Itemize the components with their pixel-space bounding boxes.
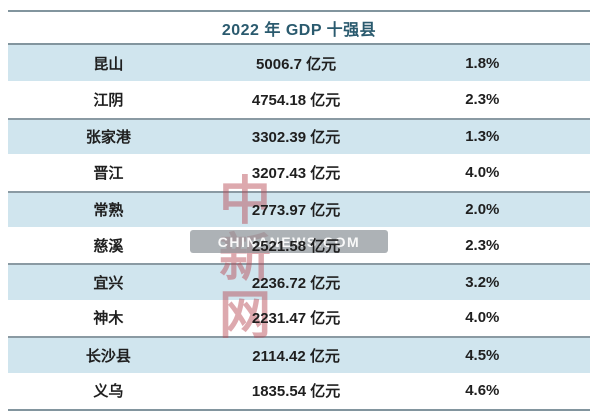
growth-rate: 4.6%	[465, 382, 500, 400]
chinanews-banner-watermark: CHINANEWS.COM	[190, 230, 388, 253]
gdp-value: 4754.18 亿元	[251, 92, 341, 110]
growth-rate: 2.3%	[465, 236, 500, 254]
gdp-value: 3207.43 亿元	[251, 164, 341, 182]
gdp-value: 3302.39 亿元	[251, 129, 341, 147]
gdp-value: 2773.97 亿元	[251, 202, 341, 220]
gdp-top10-table: 2022 年 GDP 十强县 昆山 5006.7 亿元 1.8% 江阴 4754…	[8, 10, 590, 411]
growth-rate: 2.3%	[465, 91, 500, 109]
table-row: 慈溪 2521.58 亿元 2.3%	[8, 226, 590, 264]
table-row: 晋江 3207.43 亿元 4.0%	[8, 154, 590, 191]
table-row: 江阴 4754.18 亿元 2.3%	[8, 81, 590, 118]
county-name: 神木	[93, 310, 124, 328]
growth-rate: 4.5%	[465, 346, 500, 364]
gdp-value: 2231.47 亿元	[251, 310, 341, 328]
growth-rate: 3.2%	[465, 274, 500, 292]
table-row: 长沙县 2114.42 亿元 4.5%	[8, 336, 590, 373]
county-name: 宜兴	[93, 275, 124, 293]
county-name: 昆山	[93, 55, 124, 73]
table-row: 宜兴 2236.72 亿元 3.2%	[8, 263, 590, 300]
growth-rate: 1.8%	[465, 54, 500, 72]
county-name: 张家港	[85, 129, 131, 147]
gdp-value: 2114.42 亿元	[252, 347, 340, 365]
growth-rate: 4.0%	[465, 163, 500, 181]
table-row: 昆山 5006.7 亿元 1.8%	[8, 45, 590, 82]
county-name: 慈溪	[93, 237, 124, 255]
table-row: 神木 2231.47 亿元 4.0%	[8, 299, 590, 337]
county-name: 晋江	[93, 164, 124, 182]
gdp-value: 2521.58 亿元	[251, 237, 341, 255]
county-name: 江阴	[93, 92, 124, 110]
gdp-value: 2236.72 亿元	[251, 275, 341, 293]
gdp-value: 5006.7 亿元	[256, 55, 337, 73]
table-row: 义乌 1835.54 亿元 4.6%	[8, 372, 590, 409]
table-title: 2022 年 GDP 十强县	[8, 12, 590, 45]
county-name: 长沙县	[85, 347, 131, 365]
county-name: 义乌	[93, 383, 124, 401]
gdp-value: 1835.54 亿元	[251, 383, 341, 401]
table-row: 常熟 2773.97 亿元 2.0%	[8, 190, 590, 227]
county-name: 常熟	[93, 202, 124, 220]
growth-rate: 2.0%	[465, 201, 500, 219]
table-row: 张家港 3302.39 亿元 1.3%	[8, 117, 590, 155]
growth-rate: 1.3%	[465, 128, 500, 146]
growth-rate: 4.0%	[465, 309, 500, 327]
